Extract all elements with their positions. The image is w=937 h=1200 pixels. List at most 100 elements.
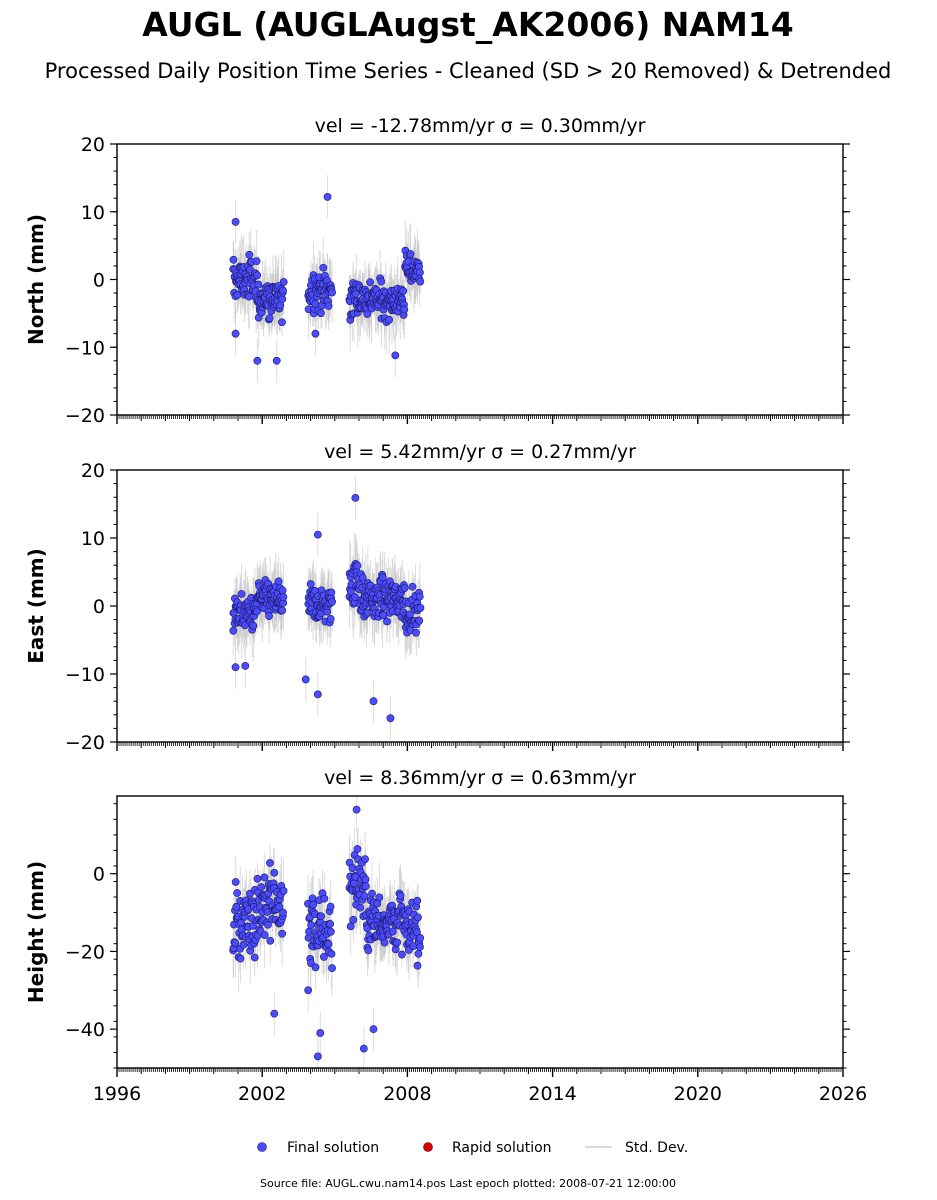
data-point [236,954,245,963]
data-point [328,597,337,606]
data-point [313,1052,322,1061]
height-panel: vel = 8.36mm/yr σ = 0.63mm/yr Height (mm)… [24,767,867,1105]
x-tick-label: 2020 [674,1083,722,1105]
data-point [398,950,406,959]
legend: Final solution Rapid solution Std. Dev. [257,1140,688,1156]
data-point [239,940,248,949]
data-point [366,278,374,287]
data-point [414,949,423,958]
data-point [326,902,335,911]
y-tick-label: −40 [65,1019,105,1041]
data-point [414,913,422,922]
data-point [250,953,259,962]
data-point [324,940,333,949]
data-point [415,616,424,625]
data-point [349,915,358,924]
data-point [364,946,373,955]
data-point [278,318,286,327]
x-tick-label: 2008 [383,1083,431,1105]
data-point [416,943,424,951]
data-point [270,1009,279,1018]
x-tick-label: 2014 [528,1083,576,1105]
y-axis-label: East (mm) [24,548,48,664]
y-tick-label: 0 [93,270,105,292]
y-tick-label: 0 [93,596,105,618]
data-point [363,310,372,318]
x-tick-label: 2026 [819,1083,867,1105]
data-point [270,868,279,877]
data-point [252,257,261,266]
data-point [233,889,242,897]
data-point [348,864,357,872]
data-point [231,939,240,948]
panel-title: vel = 8.36mm/yr σ = 0.63mm/yr [324,767,636,789]
data-point [375,893,384,902]
data-point [380,603,388,612]
data-point [359,1044,368,1053]
data-point [351,493,360,502]
data-point [385,315,393,324]
data-point [311,963,320,972]
data-point [369,1025,378,1034]
data-point [264,920,272,929]
data-point [278,606,287,615]
data-point [416,934,425,942]
data-point [400,305,409,314]
data-point [415,592,424,601]
data-point [229,626,238,635]
data-point [360,892,369,901]
figure-title: AUGL (AUGLAugst_AK2006) NAM14 [142,5,793,44]
y-axis-label: North (mm) [24,214,48,345]
data-point [416,277,425,286]
data-point [252,607,261,616]
data-point [278,929,287,938]
data-point [353,845,362,853]
data-point [399,287,408,295]
data-point [232,902,241,911]
data-point [346,922,355,931]
data-point [266,936,275,945]
data-point [278,586,287,595]
data-point [279,908,287,917]
data-point [272,356,281,365]
data-point [279,886,288,895]
series-points [229,476,425,740]
y-tick-label: 10 [81,202,105,224]
data-point [275,902,284,911]
y-tick-label: −10 [65,664,105,686]
data-point [416,604,425,612]
data-point [253,874,262,883]
data-point [237,590,246,598]
plot-frame [116,143,844,416]
data-point [279,593,288,601]
panel-title: vel = 5.42mm/yr σ = 0.27mm/yr [324,441,636,463]
plot-frame [116,795,844,1069]
y-tick-label: −20 [65,405,105,427]
data-point [316,1029,325,1037]
data-point [245,292,254,301]
y-axis-label: Height (mm) [24,861,48,1003]
data-point [351,593,359,602]
data-point [317,912,325,921]
data-point [320,894,329,903]
data-point [412,628,420,637]
x-tick-label: 2002 [238,1083,286,1105]
data-point [361,875,370,884]
data-point [245,250,254,259]
y-tick-label: 20 [81,134,105,156]
series-points [229,796,425,1068]
data-point [246,265,254,274]
east-panel: vel = 5.42mm/yr σ = 0.27mm/yr East (mm) 20… [24,441,850,754]
data-point [405,610,414,619]
data-point [260,873,269,882]
data-point [274,577,283,586]
figure-subtitle: Processed Daily Position Time Series - C… [45,59,892,83]
data-point [351,289,360,298]
data-point [326,614,335,623]
data-point [378,573,387,582]
data-point [324,302,333,310]
data-point [313,690,322,699]
legend-rapid-label: Rapid solution [452,1140,552,1156]
data-point [320,952,328,961]
data-point [328,964,336,973]
